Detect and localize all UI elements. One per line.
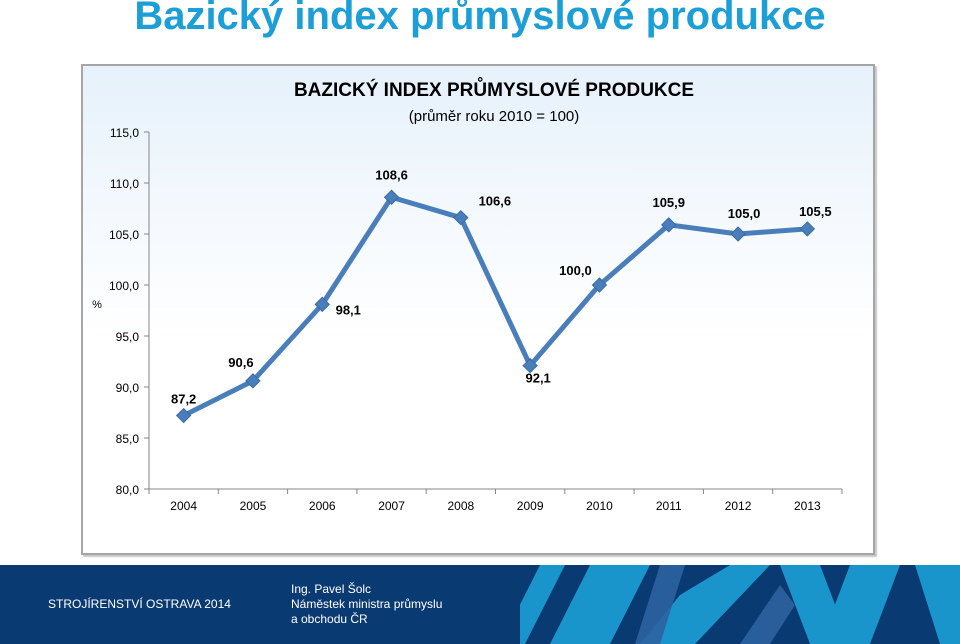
footer: STROJÍRENSTVÍ OSTRAVA 2014 Ing. Pavel Šo… xyxy=(0,565,960,644)
data-label: 98,1 xyxy=(336,302,361,317)
x-tick-label: 2008 xyxy=(447,499,474,513)
series-line xyxy=(182,194,808,418)
data-label: 92,1 xyxy=(525,371,550,386)
data-label: 106,6 xyxy=(479,194,512,209)
y-tick-label: 115,0 xyxy=(110,126,139,140)
x-tick-label: 2004 xyxy=(170,499,197,513)
x-tick-label: 2005 xyxy=(240,499,267,513)
data-point-marker xyxy=(730,226,746,242)
data-label: 105,9 xyxy=(652,195,685,210)
chart-subtitle: (průměr roku 2010 = 100) xyxy=(409,108,580,125)
data-label: 90,6 xyxy=(228,355,253,370)
data-label: 105,0 xyxy=(728,206,761,221)
data-point-marker xyxy=(522,357,538,374)
y-tick-label: 100,0 xyxy=(109,279,139,293)
data-label: 105,5 xyxy=(799,204,832,219)
data-point-marker xyxy=(453,209,469,226)
data-label: 100,0 xyxy=(559,263,592,278)
data-point-marker xyxy=(591,277,608,293)
slide-title: Bazický index průmyslové produkce xyxy=(134,0,826,38)
data-point-marker xyxy=(661,217,677,233)
x-tick-label: 2012 xyxy=(725,499,752,513)
data-label: 108,6 xyxy=(375,167,408,182)
footer-event: STROJÍRENSTVÍ OSTRAVA 2014 xyxy=(48,597,231,611)
footer-author-block: Ing. Pavel Šolc Náměstek ministra průmys… xyxy=(291,582,442,627)
y-tick-label: 85,0 xyxy=(116,432,140,446)
x-tick-label: 2013 xyxy=(794,499,821,513)
data-point-marker xyxy=(799,221,816,237)
x-tick-label: 2010 xyxy=(586,499,613,513)
footer-decoration xyxy=(520,565,960,644)
line-chart: BAZICKÝ INDEX PRŮMYSLOVÉ PRODUKCE (průmě… xyxy=(92,78,843,513)
y-tick-label: 95,0 xyxy=(116,330,140,344)
footer-author: Ing. Pavel Šolc xyxy=(291,582,372,596)
data-point-marker xyxy=(245,373,261,389)
y-tick-label: 105,0 xyxy=(109,228,139,242)
data-point-marker xyxy=(383,189,400,205)
data-point-marker xyxy=(175,407,192,424)
chart-title: BAZICKÝ INDEX PRŮMYSLOVÉ PRODUKCE xyxy=(294,78,694,101)
y-axis-label: % xyxy=(92,299,102,311)
y-tick-label: 110,0 xyxy=(110,177,139,191)
data-label: 87,2 xyxy=(171,392,196,407)
x-tick-label: 2009 xyxy=(517,499,544,513)
x-tick-label: 2006 xyxy=(309,499,336,513)
data-point-marker xyxy=(314,296,330,313)
footer-role-line1: Náměstek ministra průmyslu xyxy=(291,597,443,611)
x-tick-label: 2007 xyxy=(378,499,405,513)
y-tick-label: 80,0 xyxy=(116,483,140,497)
footer-role-line2: a obchodu ČR xyxy=(291,612,368,626)
chart-frame: BAZICKÝ INDEX PRŮMYSLOVÉ PRODUKCE (průmě… xyxy=(81,64,875,555)
y-tick-label: 90,0 xyxy=(116,381,140,395)
x-tick-label: 2011 xyxy=(656,499,682,513)
